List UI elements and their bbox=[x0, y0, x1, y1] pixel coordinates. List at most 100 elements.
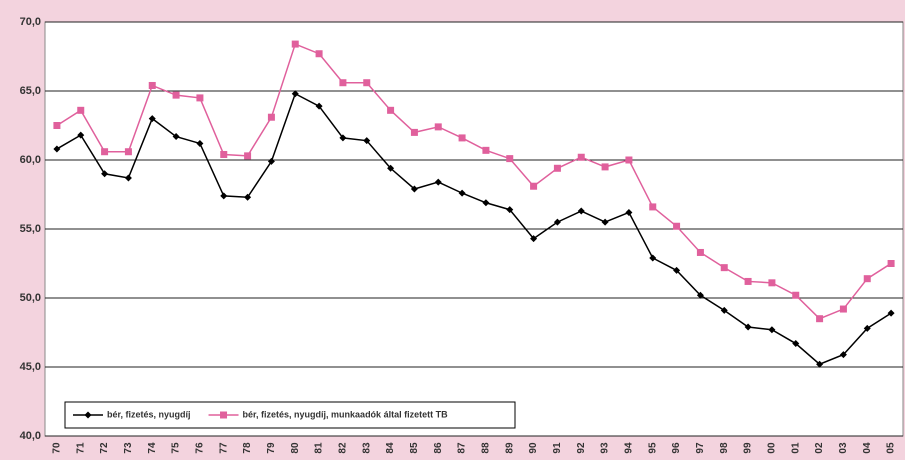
x-tick-label: 94 bbox=[624, 442, 635, 454]
marker bbox=[816, 360, 824, 368]
x-tick-label: 04 bbox=[862, 442, 873, 454]
marker bbox=[673, 222, 681, 230]
x-tick-label: 80 bbox=[290, 442, 301, 454]
marker bbox=[196, 94, 204, 102]
marker bbox=[124, 174, 132, 182]
marker bbox=[387, 164, 395, 172]
x-tick-label: 99 bbox=[743, 442, 754, 454]
x-tick-label: 83 bbox=[361, 442, 372, 454]
marker bbox=[77, 106, 85, 114]
x-tick-label: 73 bbox=[123, 442, 134, 454]
y-tick-label: 45,0 bbox=[20, 361, 41, 373]
marker bbox=[553, 218, 561, 226]
x-tick-label: 90 bbox=[528, 442, 539, 454]
marker bbox=[768, 326, 776, 334]
x-tick-label: 79 bbox=[266, 442, 277, 454]
marker bbox=[363, 137, 371, 145]
marker bbox=[839, 305, 847, 313]
x-tick-label: 95 bbox=[647, 442, 658, 454]
marker bbox=[601, 218, 609, 226]
x-tick-label: 01 bbox=[790, 442, 801, 454]
x-tick-label: 00 bbox=[767, 442, 778, 454]
x-tick-label: 03 bbox=[838, 442, 849, 454]
marker bbox=[768, 279, 776, 287]
x-tick-label: 87 bbox=[457, 442, 468, 454]
x-tick-label: 92 bbox=[576, 442, 587, 454]
marker bbox=[101, 148, 109, 156]
marker bbox=[649, 203, 657, 211]
marker bbox=[577, 207, 585, 215]
marker bbox=[434, 178, 442, 186]
x-tick-label: 76 bbox=[195, 442, 206, 454]
marker bbox=[792, 291, 800, 299]
marker bbox=[148, 81, 156, 89]
marker bbox=[530, 182, 538, 190]
x-tick-label: 74 bbox=[147, 442, 158, 454]
marker bbox=[601, 163, 609, 171]
marker bbox=[887, 309, 895, 317]
marker bbox=[315, 102, 323, 110]
marker bbox=[291, 40, 299, 48]
y-tick-label: 60,0 bbox=[20, 154, 41, 166]
marker bbox=[577, 153, 585, 161]
x-tick-label: 96 bbox=[671, 442, 682, 454]
legend bbox=[64, 401, 516, 429]
x-tick-label: 93 bbox=[600, 442, 611, 454]
series-line bbox=[56, 43, 892, 320]
marker bbox=[220, 411, 228, 419]
marker bbox=[124, 148, 132, 156]
marker bbox=[244, 152, 252, 160]
x-tick-label: 91 bbox=[552, 442, 563, 454]
marker bbox=[720, 264, 728, 272]
legend-label: bér, fizetés, nyugdíj, munkaadók által f… bbox=[243, 409, 449, 419]
marker bbox=[339, 79, 347, 87]
marker bbox=[53, 122, 61, 129]
x-tick-label: 98 bbox=[719, 442, 730, 454]
series-line bbox=[56, 92, 892, 366]
x-tick-label: 89 bbox=[504, 442, 515, 454]
marker bbox=[77, 131, 85, 139]
y-tick-label: 50,0 bbox=[20, 292, 41, 304]
x-tick-label: 84 bbox=[385, 442, 396, 454]
x-tick-label: 85 bbox=[409, 442, 420, 454]
y-tick-label: 40,0 bbox=[20, 430, 41, 442]
marker bbox=[863, 324, 871, 332]
x-tick-label: 82 bbox=[338, 442, 349, 454]
x-tick-label: 05 bbox=[886, 442, 897, 454]
marker bbox=[101, 170, 109, 178]
legend-label: bér, fizetés, nyugdíj bbox=[107, 409, 191, 419]
marker bbox=[673, 266, 681, 274]
x-tick-label: 81 bbox=[314, 442, 325, 454]
x-tick-label: 75 bbox=[171, 442, 182, 454]
marker bbox=[267, 113, 275, 121]
marker bbox=[482, 146, 490, 154]
marker bbox=[744, 277, 752, 285]
marker bbox=[625, 208, 633, 216]
x-tick-label: 72 bbox=[99, 442, 110, 454]
marker bbox=[887, 260, 895, 267]
marker bbox=[220, 192, 228, 200]
marker bbox=[387, 106, 395, 114]
y-tick-label: 70,0 bbox=[20, 16, 41, 28]
x-tick-label: 71 bbox=[75, 442, 86, 454]
marker bbox=[339, 134, 347, 142]
marker bbox=[363, 79, 371, 87]
marker bbox=[458, 189, 466, 197]
marker bbox=[792, 340, 800, 348]
x-tick-label: 02 bbox=[814, 442, 825, 454]
marker bbox=[84, 411, 92, 419]
marker bbox=[506, 155, 514, 163]
marker bbox=[839, 351, 847, 359]
marker bbox=[291, 90, 299, 98]
x-tick-label: 97 bbox=[695, 442, 706, 454]
marker bbox=[410, 185, 418, 193]
marker bbox=[172, 133, 180, 141]
marker bbox=[315, 50, 323, 58]
x-tick-label: 86 bbox=[433, 442, 444, 454]
y-tick-label: 55,0 bbox=[20, 223, 41, 235]
marker bbox=[696, 291, 704, 299]
marker bbox=[482, 199, 490, 207]
x-tick-label: 70 bbox=[52, 442, 63, 454]
x-tick-label: 78 bbox=[242, 442, 253, 454]
